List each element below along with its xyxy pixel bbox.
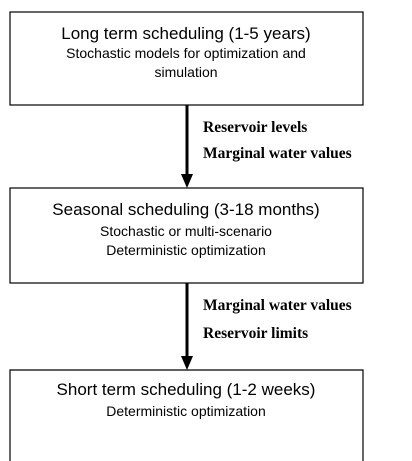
arrow-head	[181, 356, 193, 370]
box	[9, 369, 364, 461]
box-text: Stochastic models for optimization and	[66, 45, 306, 61]
box-text: Stochastic or multi-scenario	[100, 223, 272, 239]
edge-label: Reservoir levels	[203, 119, 307, 136]
box-title: Short term scheduling (1-2 weeks)	[57, 380, 316, 399]
box-text: Deterministic optimization	[106, 242, 266, 258]
box-text: Deterministic optimization	[106, 403, 266, 419]
box-title: Long term scheduling (1-5 years)	[61, 24, 310, 43]
arrow-head	[181, 174, 193, 188]
edge-label: Marginal water values	[203, 297, 352, 314]
box-text: simulation	[154, 64, 217, 80]
box-title: Seasonal scheduling (3-18 months)	[52, 200, 319, 219]
edge-label: Reservoir limits	[203, 325, 308, 342]
edge-label: Marginal water values	[203, 145, 352, 162]
